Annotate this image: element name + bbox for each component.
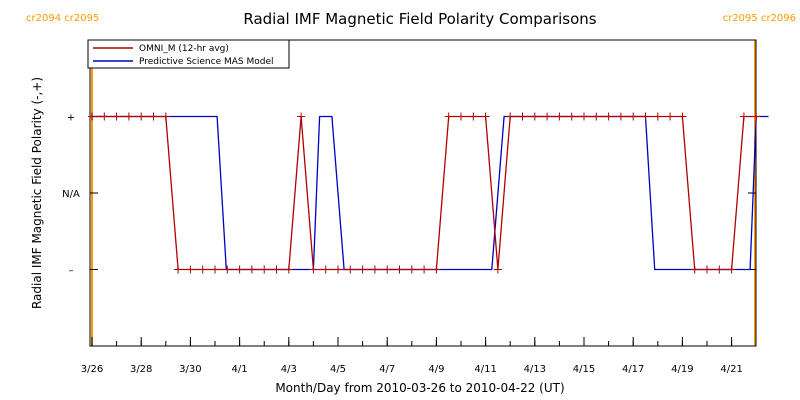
data-point-marker <box>272 265 281 274</box>
x-tick-label: 3/28 <box>130 364 152 375</box>
data-point-marker <box>358 265 367 274</box>
y-tick-label: N/A <box>62 189 80 200</box>
x-tick-label: 4/21 <box>720 364 742 375</box>
data-point-marker <box>604 112 613 121</box>
data-point-marker <box>137 112 146 121</box>
data-point-marker <box>284 265 293 274</box>
data-point-marker <box>88 112 96 121</box>
data-point-marker <box>457 112 465 121</box>
x-tick-label: 4/11 <box>474 364 496 375</box>
data-point-marker <box>383 265 392 274</box>
data-point-marker <box>641 112 650 121</box>
x-tick-label: 4/5 <box>330 364 346 375</box>
data-point-marker <box>346 265 355 274</box>
x-tick-label: 4/17 <box>622 364 644 375</box>
data-point-marker <box>653 112 662 121</box>
carrington-rotation-label: cr2095 cr2096 <box>723 13 796 24</box>
data-point-marker <box>727 265 736 274</box>
x-tick-label: 3/26 <box>81 364 103 375</box>
series-line <box>92 115 757 271</box>
data-point-marker <box>629 112 638 121</box>
carrington-rotation-label: cr2094 cr2095 <box>26 13 99 24</box>
data-point-marker <box>567 112 576 121</box>
data-point-marker <box>247 265 256 274</box>
data-point-marker <box>407 265 416 274</box>
data-point-marker <box>149 112 158 121</box>
data-point-marker <box>555 112 564 121</box>
data-point-marker <box>739 112 748 121</box>
data-point-marker <box>309 265 318 274</box>
data-point-marker <box>186 265 195 274</box>
legend-box <box>87 39 290 69</box>
data-point-marker <box>580 112 588 121</box>
data-point-marker <box>223 265 232 274</box>
x-tick-label: 3/30 <box>179 364 201 375</box>
data-point-marker <box>395 265 404 274</box>
data-point-marker <box>235 265 244 274</box>
legend-label-omni: OMNI_M (12-hr avg) <box>139 44 229 54</box>
data-point-marker <box>666 112 675 121</box>
series-line <box>92 115 769 271</box>
plot-frame <box>89 39 757 347</box>
data-point-marker <box>100 112 109 121</box>
data-point-marker <box>530 112 539 121</box>
data-point-marker <box>481 112 490 121</box>
data-point-marker <box>198 265 207 274</box>
x-tick-label: 4/1 <box>232 364 248 375</box>
data-point-marker <box>690 265 699 274</box>
x-tick-label: 4/7 <box>379 364 395 375</box>
x-tick-label: 4/9 <box>428 364 444 375</box>
data-point-marker <box>297 112 306 121</box>
data-point-marker <box>444 112 453 121</box>
x-tick-label: 4/3 <box>281 364 297 375</box>
series-layer <box>88 112 769 274</box>
y-axis-ticks: + N/A – <box>62 113 756 277</box>
data-point-marker <box>703 265 711 274</box>
legend-label-mas: Predictive Science MAS Model <box>139 57 274 67</box>
legend: OMNI_M (12-hr avg) Predictive Science MA… <box>87 39 290 69</box>
x-axis-ticks: 3/26 3/28 3/30 4/1 4/3 4/5 4/7 4/9 4/11 4/13 4/15 4… <box>81 337 743 375</box>
data-point-marker <box>420 265 429 274</box>
x-tick-label: 4/13 <box>524 364 546 375</box>
data-point-marker <box>678 112 687 121</box>
data-point-marker <box>518 112 527 121</box>
data-point-marker <box>321 265 330 274</box>
data-point-marker <box>260 265 269 274</box>
data-point-marker <box>334 265 342 274</box>
x-tick-label: 4/15 <box>573 364 595 375</box>
data-point-marker <box>124 112 133 121</box>
chart-title: Radial IMF Magnetic Field Polarity Compa… <box>243 10 596 28</box>
data-point-marker <box>493 265 502 274</box>
data-point-marker <box>616 112 625 121</box>
x-axis-title: Month/Day from 2010-03-26 to 2010-04-22 … <box>275 381 564 395</box>
data-point-marker <box>752 112 761 121</box>
data-point-marker <box>715 265 724 274</box>
data-point-marker <box>506 112 515 121</box>
x-tick-label: 4/19 <box>671 364 693 375</box>
data-point-marker <box>174 265 183 274</box>
data-point-marker <box>592 112 601 121</box>
data-point-marker <box>543 112 552 121</box>
data-point-marker <box>112 112 121 121</box>
data-point-marker <box>370 265 379 274</box>
data-point-marker <box>432 265 441 274</box>
y-tick-label: + <box>67 113 75 124</box>
data-point-marker <box>469 112 478 121</box>
y-tick-label: – <box>69 266 74 277</box>
data-point-marker <box>161 112 170 121</box>
data-point-marker <box>211 265 219 274</box>
y-axis-title: Radial IMF Magnetic Field Polarity (-,+) <box>30 77 44 309</box>
